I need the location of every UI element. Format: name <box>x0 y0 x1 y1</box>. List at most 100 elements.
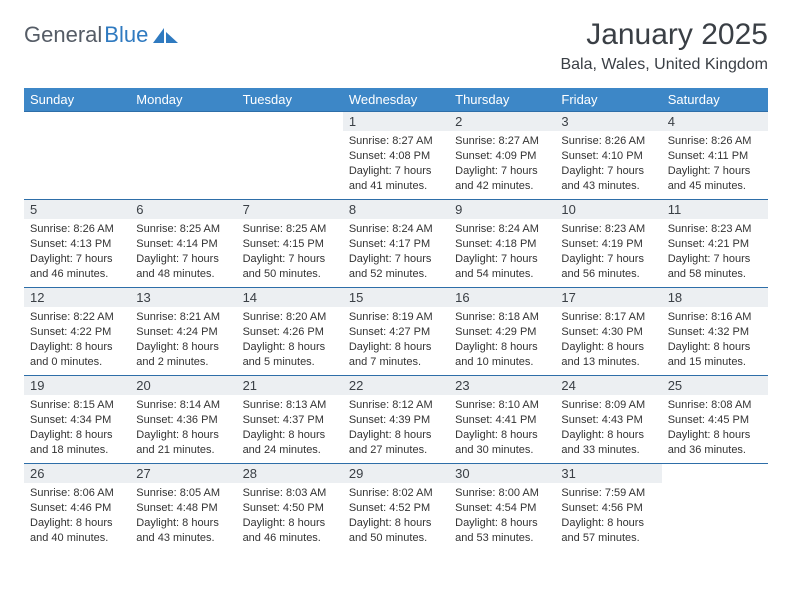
daylight-hours: 8 <box>714 429 720 441</box>
daylight-hours: 7 <box>607 165 613 177</box>
day-number: 12 <box>24 288 130 307</box>
daylight-hours: 8 <box>288 517 294 529</box>
day-number: 30 <box>449 464 555 483</box>
calendar-cell: 20Sunrise: 8:14 AMSunset: 4:36 PMDayligh… <box>130 376 236 464</box>
daylight-hours: 7 <box>607 253 613 265</box>
sunrise-time: 8:23 AM <box>711 223 751 235</box>
daylight-hours: 8 <box>501 517 507 529</box>
logo-text-blue: Blue <box>104 22 148 48</box>
sunset-time: 4:13 PM <box>70 238 111 250</box>
day-detail: Sunrise: 8:25 AMSunset: 4:15 PMDaylight:… <box>237 219 343 285</box>
sunrise-time: 8:08 AM <box>711 399 751 411</box>
day-header: Saturday <box>662 88 768 112</box>
calendar-table: Sunday Monday Tuesday Wednesday Thursday… <box>24 88 768 552</box>
day-number: 21 <box>237 376 343 395</box>
day-detail: Sunrise: 8:18 AMSunset: 4:29 PMDaylight:… <box>449 307 555 373</box>
sunrise-time: 8:21 AM <box>180 311 220 323</box>
calendar-cell: 6Sunrise: 8:25 AMSunset: 4:14 PMDaylight… <box>130 200 236 288</box>
daylight-hours: 8 <box>607 341 613 353</box>
day-number: 28 <box>237 464 343 483</box>
calendar-week-row: 19Sunrise: 8:15 AMSunset: 4:34 PMDayligh… <box>24 376 768 464</box>
sunrise-time: 8:24 AM <box>499 223 539 235</box>
calendar-cell: 30Sunrise: 8:00 AMSunset: 4:54 PMDayligh… <box>449 464 555 552</box>
sunset-time: 4:29 PM <box>495 326 536 338</box>
day-header: Wednesday <box>343 88 449 112</box>
day-number: 18 <box>662 288 768 307</box>
sunset-time: 4:56 PM <box>602 502 643 514</box>
day-detail: Sunrise: 8:21 AMSunset: 4:24 PMDaylight:… <box>130 307 236 373</box>
daylight-minutes: 15 <box>689 356 701 368</box>
sunrise-time: 8:25 AM <box>286 223 326 235</box>
calendar-cell: 13Sunrise: 8:21 AMSunset: 4:24 PMDayligh… <box>130 288 236 376</box>
daylight-hours: 7 <box>714 165 720 177</box>
day-number: 2 <box>449 112 555 131</box>
day-detail: Sunrise: 8:06 AMSunset: 4:46 PMDaylight:… <box>24 483 130 549</box>
daylight-minutes: 50 <box>370 532 382 544</box>
calendar-cell <box>237 112 343 200</box>
daylight-minutes: 45 <box>689 180 701 192</box>
day-detail: Sunrise: 8:27 AMSunset: 4:08 PMDaylight:… <box>343 131 449 197</box>
day-header: Sunday <box>24 88 130 112</box>
daylight-minutes: 18 <box>51 444 63 456</box>
calendar-cell: 12Sunrise: 8:22 AMSunset: 4:22 PMDayligh… <box>24 288 130 376</box>
day-number: 20 <box>130 376 236 395</box>
calendar-cell: 26Sunrise: 8:06 AMSunset: 4:46 PMDayligh… <box>24 464 130 552</box>
sunset-time: 4:15 PM <box>283 238 324 250</box>
logo-sail-icon <box>153 26 179 44</box>
daylight-minutes: 36 <box>689 444 701 456</box>
sunset-time: 4:11 PM <box>708 150 748 162</box>
daylight-minutes: 10 <box>477 356 489 368</box>
day-number: 14 <box>237 288 343 307</box>
sunset-time: 4:30 PM <box>602 326 643 338</box>
sunrise-time: 8:27 AM <box>499 135 539 147</box>
day-header: Thursday <box>449 88 555 112</box>
day-detail: Sunrise: 8:10 AMSunset: 4:41 PMDaylight:… <box>449 395 555 461</box>
day-detail: Sunrise: 8:09 AMSunset: 4:43 PMDaylight:… <box>555 395 661 461</box>
sunrise-time: 8:06 AM <box>73 487 113 499</box>
daylight-hours: 7 <box>714 253 720 265</box>
calendar-week-row: 12Sunrise: 8:22 AMSunset: 4:22 PMDayligh… <box>24 288 768 376</box>
daylight-hours: 8 <box>395 517 401 529</box>
sunrise-time: 8:13 AM <box>286 399 326 411</box>
daylight-minutes: 2 <box>158 356 164 368</box>
daylight-hours: 7 <box>501 253 507 265</box>
calendar-header-row: Sunday Monday Tuesday Wednesday Thursday… <box>24 88 768 112</box>
day-number: 7 <box>237 200 343 219</box>
sunset-time: 4:43 PM <box>602 414 643 426</box>
day-detail: Sunrise: 8:27 AMSunset: 4:09 PMDaylight:… <box>449 131 555 197</box>
daylight-minutes: 40 <box>51 532 63 544</box>
day-number: 11 <box>662 200 768 219</box>
sunset-time: 4:17 PM <box>389 238 430 250</box>
sunrise-time: 8:16 AM <box>711 311 751 323</box>
sunset-time: 4:39 PM <box>389 414 430 426</box>
sunrise-time: 8:26 AM <box>605 135 645 147</box>
day-detail: Sunrise: 8:13 AMSunset: 4:37 PMDaylight:… <box>237 395 343 461</box>
day-header: Friday <box>555 88 661 112</box>
day-detail: Sunrise: 8:08 AMSunset: 4:45 PMDaylight:… <box>662 395 768 461</box>
daylight-minutes: 42 <box>477 180 489 192</box>
day-number: 19 <box>24 376 130 395</box>
day-detail: Sunrise: 8:15 AMSunset: 4:34 PMDaylight:… <box>24 395 130 461</box>
sunset-time: 4:50 PM <box>283 502 324 514</box>
daylight-minutes: 27 <box>370 444 382 456</box>
sunrise-time: 8:10 AM <box>499 399 539 411</box>
day-number: 25 <box>662 376 768 395</box>
sunset-time: 4:32 PM <box>708 326 749 338</box>
day-number: 10 <box>555 200 661 219</box>
daylight-hours: 8 <box>607 517 613 529</box>
page-header: GeneralBlue January 2025 Bala, Wales, Un… <box>24 18 768 74</box>
page-title: January 2025 <box>560 18 768 52</box>
daylight-hours: 8 <box>76 341 82 353</box>
daylight-minutes: 50 <box>264 268 276 280</box>
sunrise-time: 8:14 AM <box>180 399 220 411</box>
sunset-time: 4:22 PM <box>70 326 111 338</box>
daylight-hours: 8 <box>76 517 82 529</box>
day-detail: Sunrise: 8:22 AMSunset: 4:22 PMDaylight:… <box>24 307 130 373</box>
calendar-cell: 15Sunrise: 8:19 AMSunset: 4:27 PMDayligh… <box>343 288 449 376</box>
sunset-time: 4:08 PM <box>389 150 430 162</box>
sunset-time: 4:54 PM <box>495 502 536 514</box>
day-number: 15 <box>343 288 449 307</box>
day-detail: Sunrise: 7:59 AMSunset: 4:56 PMDaylight:… <box>555 483 661 549</box>
calendar-week-row: 1Sunrise: 8:27 AMSunset: 4:08 PMDaylight… <box>24 112 768 200</box>
daylight-hours: 8 <box>288 429 294 441</box>
